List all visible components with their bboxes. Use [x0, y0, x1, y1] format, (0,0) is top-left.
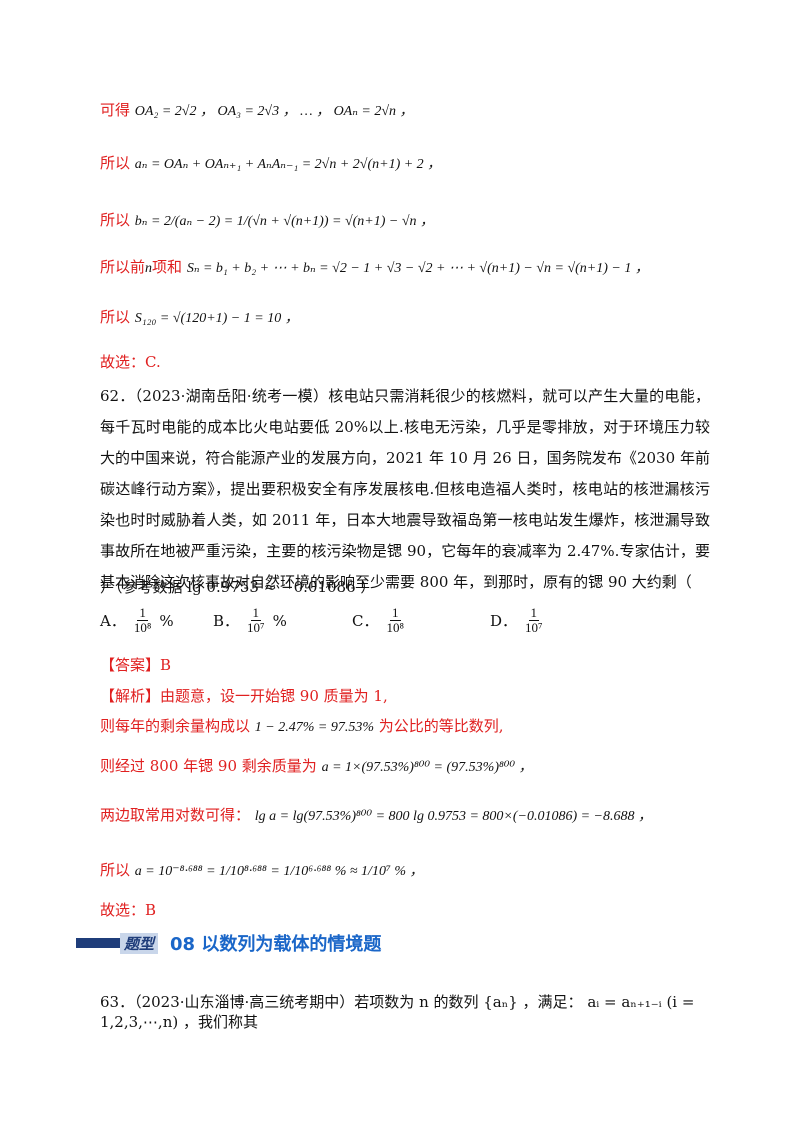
numerator: 1 [250, 605, 262, 621]
analysis-text: 为公比的等比数列, [378, 717, 504, 735]
math-expression: a = 10⁻⁸·⁶⁸⁸ = 1/10⁸·⁶⁸⁸ = 1/10⁶·⁶⁸⁸ % ≈… [134, 864, 424, 879]
option-unit: % [159, 611, 174, 630]
fraction: 1 10⁸ [386, 606, 404, 635]
numerator: 1 [137, 605, 148, 621]
label: 所以前 [100, 258, 146, 276]
solution-line-4: 所以前n项和 Sₙ = b₁ + b₂ + ⋯ + bₙ = √2 − 1 + … [100, 257, 649, 279]
math-expression: Sₙ = b₁ + b₂ + ⋯ + bₙ = √2 − 1 + √3 − √2… [186, 261, 649, 276]
option-letter: B． [213, 612, 240, 630]
label: 所以 [100, 211, 131, 229]
math-expression: a = 1×(97.53%)⁸⁰⁰ = (97.53%)⁸⁰⁰ ， [321, 760, 533, 775]
analysis-text: 则每年的剩余量构成以 [100, 717, 251, 735]
option-b: B． 1 10⁷ % [213, 606, 287, 635]
analysis-line-5: 所以 a = 10⁻⁸·⁶⁸⁸ = 1/10⁸·⁶⁸⁸ = 1/10⁶·⁶⁸⁸ … [100, 860, 423, 882]
numerator: 1 [528, 605, 540, 621]
solution-line-5: 所以 S₁₂₀ = √(120+1) − 1 = 10 ， [100, 307, 299, 329]
banner-bar [76, 938, 120, 948]
option-d: D． 1 10⁷ [490, 606, 551, 635]
option-a: A． 1 10⁸ % [100, 606, 174, 635]
math-n: n [145, 261, 153, 276]
question-62-tail: ）（参考数据 lg 0.9753 ≈ −0.01086 ） [100, 578, 376, 596]
math-expression: bₙ = 2/(aₙ − 2) = 1/(√n + √(n+1)) = √(n+… [134, 214, 435, 229]
math-expression: OA₂ = 2√2 ， OA₃ = 2√3 ， … ， OAₙ = 2√n ， [134, 104, 414, 119]
label: 所以 [100, 308, 131, 326]
analysis-text: 则经过 800 年锶 90 剩余质量为 [100, 757, 317, 775]
math-expression: 1 − 2.47% = 97.53% [254, 720, 375, 735]
solution-line-1: 可得 OA₂ = 2√2 ， OA₃ = 2√3 ， … ， OAₙ = 2√n… [100, 100, 414, 122]
solution-line-3: 所以 bₙ = 2/(aₙ − 2) = 1/(√n + √(n+1)) = √… [100, 210, 434, 232]
option-letter: A． [100, 612, 126, 630]
fraction: 1 10⁷ [247, 606, 265, 635]
label: 项和 [152, 258, 183, 276]
analysis-line-2: 则每年的剩余量构成以 1 − 2.47% = 97.53% 为公比的等比数列, [100, 716, 504, 738]
section-banner: 题型 08 以数列为载体的情境题 [76, 930, 381, 956]
analysis-line-4: 两边取常用对数可得： lg a = lg(97.53%)⁸⁰⁰ = 800 lg… [100, 805, 652, 827]
fraction: 1 10⁸ [134, 606, 152, 635]
analysis-text: 由题意，设一开始锶 90 质量为 1, [160, 687, 388, 705]
question-63-text: 63．（2023·山东淄博·高三统考期中）若项数为 n 的数列 {aₙ} ，满足… [100, 993, 695, 1031]
answer-label: 【答案】B [100, 656, 172, 674]
question-62-text: 62．（2023·湖南岳阳·统考一模）核电站只需消耗很少的核燃料，就可以产生大量… [100, 381, 710, 598]
option-letter: C． [352, 612, 379, 630]
numerator: 1 [390, 605, 401, 621]
label: 所以 [100, 154, 131, 172]
analysis-choice: 故选：B [100, 901, 157, 919]
option-letter: D． [490, 612, 518, 630]
denominator: 10⁷ [247, 620, 265, 635]
solution-choice: 故选：C. [100, 353, 161, 371]
analysis-label: 【解析】 [100, 687, 161, 705]
option-c: C． 1 10⁸ [352, 606, 412, 635]
math-expression: S₁₂₀ = √(120+1) − 1 = 10 ， [134, 311, 299, 326]
analysis-line-1: 【解析】由题意，设一开始锶 90 质量为 1, [100, 686, 388, 706]
denominator: 10⁸ [386, 620, 405, 635]
label: 可得 [100, 101, 131, 119]
analysis-text: 两边取常用对数可得： [100, 806, 251, 824]
analysis-text: 所以 [100, 861, 131, 879]
math-expression: aₙ = OAₙ + OAₙ₊₁ + AₙAₙ₋₁ = 2√n + 2√(n+1… [134, 157, 442, 172]
analysis-line-3: 则经过 800 年锶 90 剩余质量为 a = 1×(97.53%)⁸⁰⁰ = … [100, 756, 533, 778]
solution-line-2: 所以 aₙ = OAₙ + OAₙ₊₁ + AₙAₙ₋₁ = 2√n + 2√(… [100, 153, 441, 175]
denominator: 10⁷ [525, 620, 543, 635]
fraction: 1 10⁷ [525, 606, 543, 635]
math-expression: lg a = lg(97.53%)⁸⁰⁰ = 800 lg 0.9753 = 8… [254, 809, 652, 824]
question-body: 62．（2023·湖南岳阳·统考一模）核电站只需消耗很少的核燃料，就可以产生大量… [100, 387, 710, 591]
section-tag: 题型 [120, 932, 159, 954]
section-title: 08 以数列为载体的情境题 [170, 934, 382, 955]
option-unit: % [272, 611, 287, 630]
denominator: 10⁸ [133, 620, 152, 635]
